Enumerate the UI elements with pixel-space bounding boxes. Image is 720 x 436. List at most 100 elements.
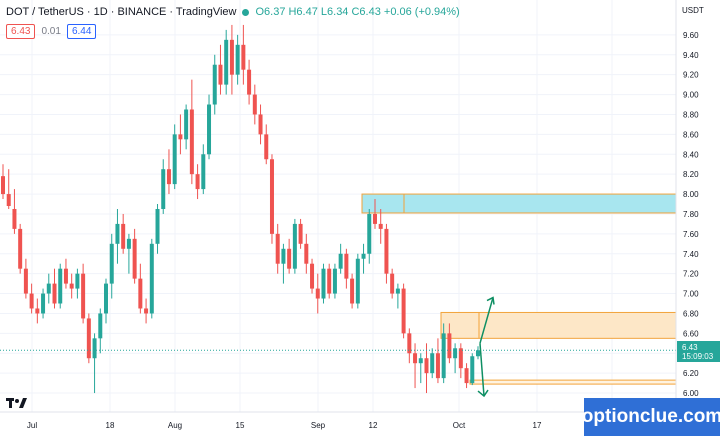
candle (281, 248, 286, 264)
candle (458, 348, 463, 369)
candle (115, 223, 120, 244)
price-tick-label: 6.60 (683, 329, 699, 338)
candle (252, 94, 257, 115)
candle (86, 318, 91, 359)
resistance-zone (361, 193, 677, 214)
candle (63, 268, 68, 284)
candle (355, 258, 360, 304)
candle (98, 313, 103, 339)
currency-label: USDT (682, 6, 704, 15)
candle (372, 213, 377, 224)
price-grid (0, 0, 676, 412)
time-tick-label: Jul (27, 421, 37, 430)
chart-header: DOT / TetherUS · 1D · BINANCE · TradingV… (6, 6, 460, 18)
candle (229, 39, 234, 75)
ohlc-values: O6.37 H6.47 L6.34 C6.43 +0.06 (+0.94%) (255, 6, 460, 18)
candle (407, 333, 412, 354)
market-status-icon (242, 8, 250, 16)
price-tick-label: 7.80 (683, 210, 699, 219)
candle (321, 268, 326, 299)
symbol-label[interactable]: DOT / TetherUS · 1D · BINANCE · TradingV… (6, 6, 237, 18)
candle (435, 353, 440, 379)
price-tick-label: 9.20 (683, 71, 699, 80)
candle (41, 293, 46, 314)
candle (287, 248, 292, 269)
candle (218, 64, 223, 85)
candle (92, 338, 97, 359)
candle (378, 223, 383, 229)
candle (430, 353, 435, 374)
candle (104, 283, 109, 314)
candle (155, 208, 160, 244)
candle (12, 208, 17, 229)
time-axis[interactable]: Jul18Aug15Sep12Oct17Nov (27, 421, 619, 430)
candle (424, 358, 429, 374)
candle (401, 288, 406, 334)
candle (109, 243, 114, 284)
down-arrow-head (477, 389, 489, 398)
candle (224, 39, 229, 85)
candle (58, 268, 63, 304)
price-tick-label: 9.00 (683, 91, 699, 100)
candle (470, 356, 475, 384)
candles (1, 24, 480, 394)
time-tick-label: 17 (533, 421, 542, 430)
price-tick-label: 7.00 (683, 290, 699, 299)
candle (395, 288, 400, 294)
price-tick-label: 6.20 (683, 369, 699, 378)
trade-badges: 6.43 0.01 6.44 (6, 24, 97, 39)
candle (441, 333, 446, 379)
candle (344, 253, 349, 279)
last-price-marker (677, 341, 720, 362)
candle (195, 174, 200, 190)
price-tick-label: 8.20 (683, 170, 699, 179)
candle (315, 288, 320, 299)
time-tick-label: 15 (236, 421, 245, 430)
candle (46, 283, 51, 294)
candle (476, 350, 480, 357)
price-tick-label: 7.20 (683, 270, 699, 279)
candle (367, 213, 372, 254)
candle (144, 308, 149, 314)
candle (132, 238, 137, 279)
candle (275, 233, 280, 264)
price-tick-label: 6.80 (683, 309, 699, 318)
price-tick-label: 8.40 (683, 150, 699, 159)
price-tick-label: 8.00 (683, 190, 699, 199)
candle (212, 64, 217, 105)
buy-price-button[interactable]: 6.44 (66, 24, 97, 39)
candle (189, 109, 194, 175)
countdown-label: 15:09:03 (682, 352, 714, 361)
price-tick-label: 7.60 (683, 230, 699, 239)
price-tick-label: 6.00 (683, 389, 699, 398)
candle (166, 169, 171, 185)
candle (29, 293, 34, 309)
candle (69, 283, 74, 289)
candle (1, 176, 5, 195)
candle (149, 243, 154, 314)
candle (75, 273, 80, 289)
candle (361, 253, 366, 259)
candle (6, 194, 11, 207)
time-tick-label: Sep (311, 421, 326, 430)
time-tick-label: 12 (369, 421, 378, 430)
up-arrow-head (486, 296, 495, 305)
candle (35, 308, 40, 314)
candle (18, 228, 23, 269)
price-tick-label: 8.80 (683, 110, 699, 119)
candle (121, 223, 126, 249)
time-tick-label: Oct (453, 421, 466, 430)
candle (350, 278, 355, 304)
target-zone (440, 311, 677, 339)
last-price-label: 6.43 (682, 343, 698, 352)
candle (327, 268, 332, 294)
candle (332, 268, 337, 294)
up-arrow (479, 297, 494, 344)
price-tick-label: 9.60 (683, 31, 699, 40)
tradingview-logo-icon[interactable] (6, 394, 28, 412)
candle (138, 278, 143, 309)
candle (81, 273, 86, 319)
support-zone (469, 379, 677, 385)
sell-price-button[interactable]: 6.43 (6, 24, 36, 39)
